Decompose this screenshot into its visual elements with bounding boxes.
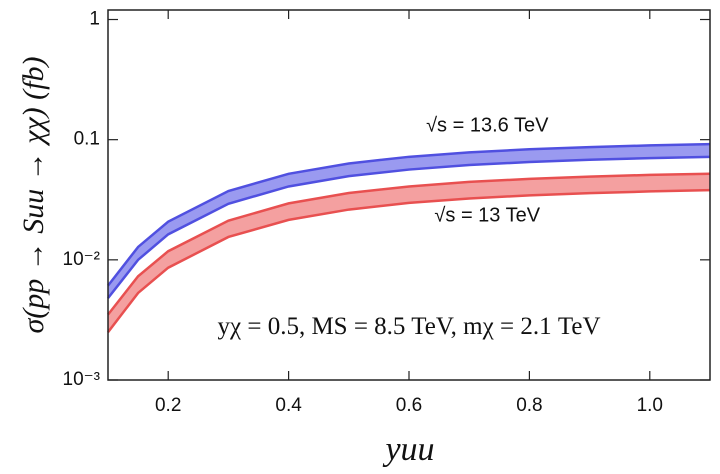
band-edge xyxy=(107,155,711,299)
annotation: √s = 13.6 TeV xyxy=(426,114,549,136)
x-tick-label: 0.8 xyxy=(516,395,542,416)
band-fill xyxy=(108,144,710,299)
band-edge xyxy=(107,172,711,316)
y-tick-label: 0.1 xyxy=(74,129,100,150)
x-tick-label: 0.6 xyxy=(396,395,422,416)
band-edge xyxy=(107,142,711,287)
x-axis-label: yuu xyxy=(382,431,434,468)
y-tick-label: 10⁻² xyxy=(63,249,101,270)
y-tick-label: 10⁻³ xyxy=(63,369,101,390)
x-tick-label: 0.4 xyxy=(275,395,302,416)
band-fill xyxy=(108,173,710,333)
annotation: yχ = 0.5, MS = 8.5 TeV, mχ = 2.1 TeV xyxy=(218,313,601,340)
x-tick-label: 1.0 xyxy=(637,395,663,416)
x-tick-label: 0.2 xyxy=(155,395,181,416)
annotation: √s = 13 TeV xyxy=(434,205,540,227)
y-tick-label: 1 xyxy=(89,9,100,30)
y-axis-label: σ(pp → Suu → χχ) (fb) xyxy=(17,57,50,334)
band-edge xyxy=(107,188,711,333)
